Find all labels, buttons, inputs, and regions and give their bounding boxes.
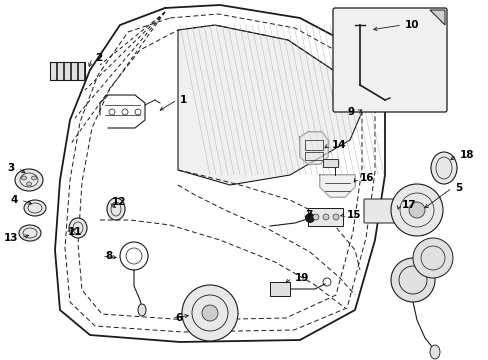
Text: 12: 12: [112, 197, 126, 207]
Bar: [64, 62, 70, 80]
Circle shape: [202, 305, 218, 321]
Bar: [307, 208, 342, 226]
Circle shape: [408, 202, 424, 218]
Text: 5: 5: [454, 183, 461, 193]
Text: 10: 10: [404, 20, 419, 30]
Circle shape: [390, 258, 434, 302]
Ellipse shape: [19, 225, 41, 241]
Ellipse shape: [26, 182, 31, 186]
Circle shape: [412, 238, 452, 278]
Text: 15: 15: [346, 210, 361, 220]
Text: 8: 8: [105, 251, 112, 261]
Text: 6: 6: [175, 313, 182, 323]
Text: 3: 3: [8, 163, 15, 173]
Text: 9: 9: [347, 107, 354, 117]
Bar: [50, 62, 85, 80]
Circle shape: [390, 184, 442, 236]
Circle shape: [332, 214, 338, 220]
Text: 18: 18: [459, 150, 473, 160]
Ellipse shape: [429, 345, 439, 359]
Bar: [269, 282, 289, 296]
Text: 7: 7: [305, 210, 312, 220]
Text: 14: 14: [331, 140, 346, 150]
Ellipse shape: [138, 304, 146, 316]
Circle shape: [312, 214, 318, 220]
Circle shape: [182, 285, 238, 341]
Ellipse shape: [107, 198, 125, 220]
Bar: [323, 159, 337, 167]
Text: 2: 2: [95, 53, 102, 63]
Ellipse shape: [15, 169, 43, 191]
Polygon shape: [178, 25, 361, 185]
Ellipse shape: [31, 176, 37, 180]
Bar: [50, 62, 56, 80]
Text: 19: 19: [294, 273, 309, 283]
Text: 11: 11: [68, 227, 82, 237]
Bar: [305, 152, 323, 160]
Text: 13: 13: [3, 233, 18, 243]
Ellipse shape: [430, 152, 456, 184]
Text: 16: 16: [359, 173, 374, 183]
FancyBboxPatch shape: [332, 8, 446, 112]
Circle shape: [323, 214, 328, 220]
Bar: [305, 140, 323, 150]
Text: 17: 17: [401, 200, 416, 210]
Ellipse shape: [24, 200, 46, 216]
Ellipse shape: [21, 176, 26, 180]
Polygon shape: [429, 10, 444, 25]
Bar: [71, 62, 77, 80]
Bar: [57, 62, 63, 80]
FancyBboxPatch shape: [363, 199, 397, 223]
Ellipse shape: [69, 218, 87, 238]
Text: 1: 1: [180, 95, 187, 105]
Circle shape: [305, 213, 314, 223]
Bar: [78, 62, 84, 80]
Text: 4: 4: [11, 195, 18, 205]
Polygon shape: [299, 132, 327, 164]
Polygon shape: [319, 175, 354, 197]
